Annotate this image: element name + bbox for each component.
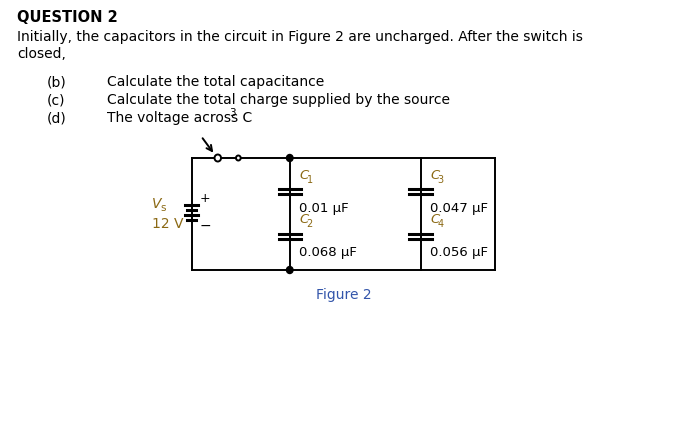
Text: s: s xyxy=(161,203,166,213)
Text: closed,: closed, xyxy=(17,47,66,61)
Text: Calculate the total charge supplied by the source: Calculate the total charge supplied by t… xyxy=(108,93,451,107)
Text: 3: 3 xyxy=(437,175,444,185)
Text: Figure 2: Figure 2 xyxy=(316,288,371,302)
Text: The voltage across C: The voltage across C xyxy=(108,111,253,125)
Text: QUESTION 2: QUESTION 2 xyxy=(17,10,117,25)
Text: (c): (c) xyxy=(47,93,66,107)
Circle shape xyxy=(286,267,293,273)
Text: 0.056 μF: 0.056 μF xyxy=(430,246,488,259)
Text: Calculate the total capacitance: Calculate the total capacitance xyxy=(108,75,325,89)
Text: 2: 2 xyxy=(306,220,313,229)
Text: 0.068 μF: 0.068 μF xyxy=(299,246,357,259)
Text: 0.01 μF: 0.01 μF xyxy=(299,202,348,215)
Text: Initially, the capacitors in the circuit in Figure 2 are uncharged. After the sw: Initially, the capacitors in the circuit… xyxy=(17,30,582,44)
Text: 12 V: 12 V xyxy=(152,217,184,231)
Text: 4: 4 xyxy=(437,220,444,229)
Text: (d): (d) xyxy=(47,111,66,125)
Text: +: + xyxy=(200,191,210,204)
Text: (b): (b) xyxy=(47,75,66,89)
Text: V: V xyxy=(152,197,162,211)
Text: C: C xyxy=(430,213,440,226)
Text: −: − xyxy=(200,219,212,233)
Text: C: C xyxy=(299,168,308,181)
Circle shape xyxy=(286,155,293,161)
Circle shape xyxy=(236,155,241,160)
Text: 0.047 μF: 0.047 μF xyxy=(430,202,488,215)
Text: C: C xyxy=(430,168,440,181)
Text: 1: 1 xyxy=(306,175,313,185)
Text: 3: 3 xyxy=(229,108,235,118)
Circle shape xyxy=(215,155,221,161)
Text: C: C xyxy=(299,213,308,226)
